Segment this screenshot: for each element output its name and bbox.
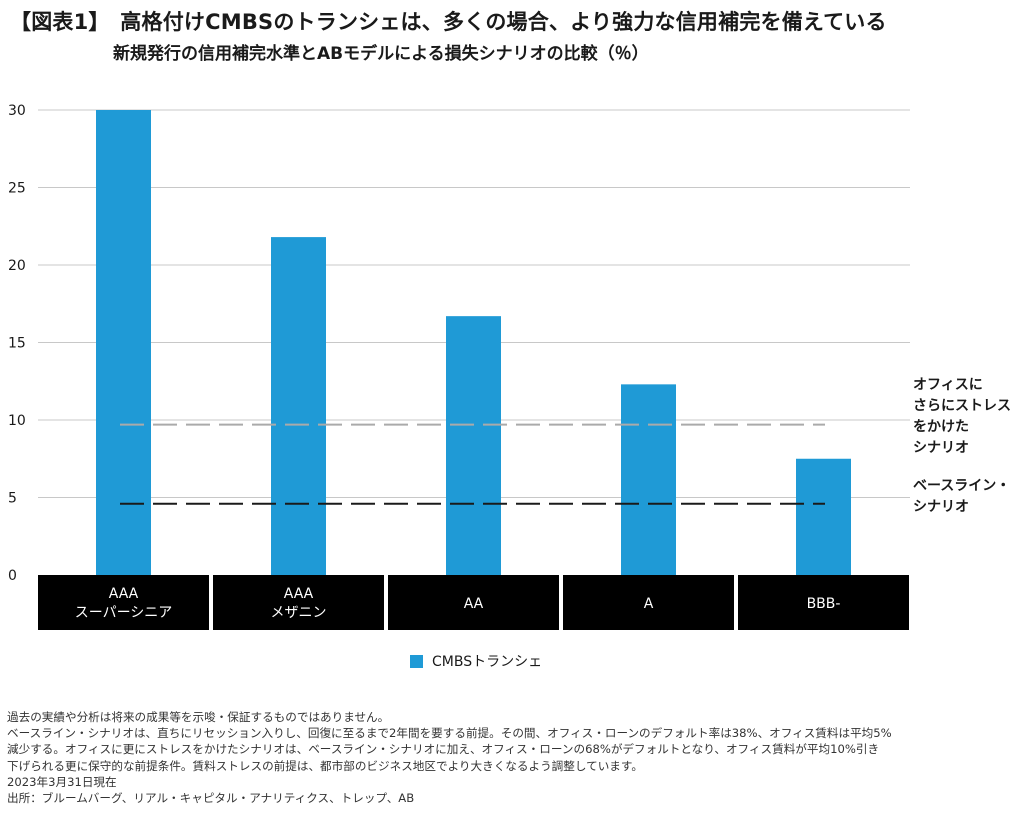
y-axis-ticks: 0 5 10 15 20 25 30 bbox=[8, 103, 26, 584]
y-tick-label: 5 bbox=[8, 491, 17, 507]
stress-label-line-1: オフィスに bbox=[913, 377, 983, 393]
category-label: AAA bbox=[109, 586, 139, 602]
y-tick-label: 0 bbox=[8, 568, 17, 584]
baseline-label-line-2: シナリオ bbox=[913, 499, 969, 515]
baseline-label-line-1: ベースライン・ bbox=[913, 478, 1011, 494]
bar bbox=[446, 316, 501, 575]
category-label: A bbox=[644, 596, 654, 612]
y-tick-label: 10 bbox=[8, 413, 26, 429]
baseline-scenario-label: ベースライン・ シナリオ bbox=[913, 476, 1010, 518]
stress-label-line-3: をかけた bbox=[913, 419, 969, 435]
stress-label-line-4: シナリオ bbox=[913, 440, 969, 456]
footnote-source: 出所：ブルームバーグ、リアル・キャピタル・アナリティクス、トレップ、AB bbox=[7, 791, 415, 806]
footnote-scenario-3: 下げられる更に保守的な前提条件。賃料ストレスの前提は、都市部のビジネス地区でより… bbox=[7, 758, 643, 773]
y-tick-label: 15 bbox=[8, 336, 26, 352]
y-tick-label: 20 bbox=[8, 258, 26, 274]
reference-lines bbox=[120, 423, 825, 505]
legend-swatch bbox=[410, 654, 423, 668]
category-label: AAA bbox=[284, 586, 314, 602]
footnote-date: 2023年3月31日現在 bbox=[7, 774, 117, 789]
category-label: BBB- bbox=[807, 596, 841, 612]
category-label: スーパーシニア bbox=[75, 605, 173, 621]
bar bbox=[621, 384, 676, 575]
chart-subtitle: 新規発行の信用補完水準とABモデルによる損失シナリオの比較（％） bbox=[113, 44, 649, 64]
y-tick-label: 25 bbox=[8, 181, 26, 197]
category-band bbox=[213, 575, 384, 630]
bar bbox=[96, 110, 151, 575]
chart-legend: CMBSトランシェ bbox=[410, 651, 542, 671]
category-band bbox=[38, 575, 209, 630]
footnote-scenario-1: ベースライン・シナリオは、直ちにリセッション入りし、回復に至るまで2年間を要する… bbox=[7, 726, 892, 741]
category-band bbox=[563, 575, 734, 630]
stress-label-line-2: さらにストレス bbox=[913, 398, 1011, 414]
footnote-disclaimer: 過去の実績や分析は将来の成果等を示唆・保証するものではありません。 bbox=[7, 710, 390, 724]
y-tick-label: 30 bbox=[8, 103, 26, 119]
footnote-scenario-2: 減少する。オフィスに更にストレスをかけたシナリオは、ベースライン・シナリオに加え… bbox=[7, 742, 880, 757]
bars bbox=[96, 110, 851, 575]
category-band bbox=[738, 575, 909, 630]
bar bbox=[796, 458, 851, 575]
stress-scenario-label: オフィスに さらにストレス をかけた シナリオ bbox=[913, 375, 1011, 459]
legend-label: CMBSトランシェ bbox=[432, 654, 543, 670]
chart-title: 【図表1】 高格付けCMBSのトランシェは、多くの場合、より強力な信用補完を備え… bbox=[10, 10, 887, 34]
category-band bbox=[388, 575, 559, 630]
category-label: メザニン bbox=[271, 605, 327, 621]
bar bbox=[271, 237, 326, 575]
footnotes: 過去の実績や分析は将来の成果等を示唆・保証するものではありません。 ベースライン… bbox=[7, 709, 1012, 806]
category-label: AA bbox=[464, 596, 484, 612]
